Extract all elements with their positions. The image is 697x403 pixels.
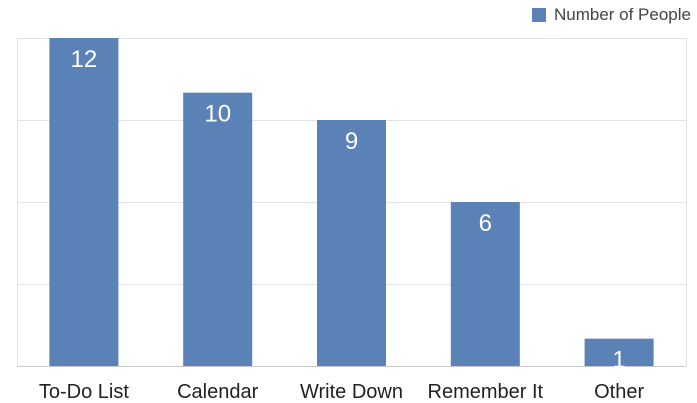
data-label: 1	[612, 347, 625, 374]
chart-legend: Number of People	[531, 5, 691, 25]
legend-label: Number of People	[553, 5, 691, 24]
data-label: 9	[345, 128, 358, 155]
x-tick-label: Other	[594, 381, 644, 403]
x-tick-label: Remember It	[428, 381, 544, 403]
x-tick-labels: To-Do List Calendar Write Down Remember It O…	[39, 381, 645, 403]
gridlines	[17, 38, 687, 367]
x-tick-label: Write Down	[300, 381, 403, 403]
bar-other	[584, 338, 654, 366]
bars	[49, 38, 654, 367]
legend-swatch	[531, 8, 546, 22]
bar-to-do-list	[49, 38, 119, 366]
data-label: 12	[71, 46, 98, 73]
x-tick-label: To-Do List	[39, 381, 129, 403]
bar-calendar	[183, 92, 253, 367]
data-labels: 12 10 9 6 1	[71, 46, 626, 374]
bar-remember-it	[450, 202, 520, 366]
data-label: 10	[204, 101, 231, 128]
bar-write-down	[317, 120, 386, 366]
data-label: 6	[479, 210, 492, 237]
x-tick-label: Calendar	[177, 381, 259, 403]
